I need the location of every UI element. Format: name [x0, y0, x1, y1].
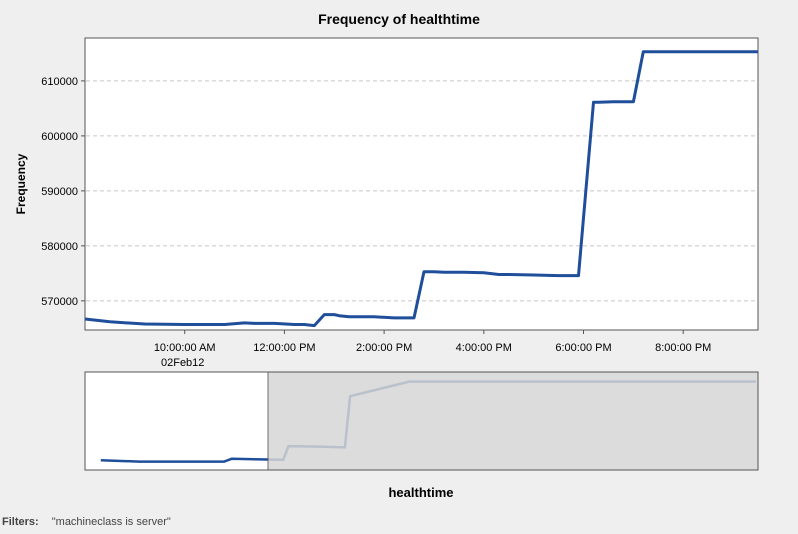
filters-value: "machineclass is server" — [51, 516, 171, 528]
y-tick-label: 570000 — [41, 296, 78, 308]
filters-bar: Filters: "machineclass is server" — [2, 516, 171, 528]
y-axis-ticks: 570000 580000 590000 600000 610000 — [41, 76, 85, 308]
x-tick-label: 4:00:00 PM — [456, 342, 512, 354]
series-layer — [84, 50, 758, 328]
overview-selection-window[interactable] — [267, 371, 759, 471]
filters-label: Filters: — [2, 516, 39, 528]
y-tick-label: 610000 — [41, 76, 78, 88]
x-tick-label: 6:00:00 PM — [555, 342, 611, 354]
x-tick-label: 10:00:00 AM — [154, 342, 216, 354]
y-tick-label: 580000 — [41, 241, 78, 253]
x-axis-ticks: 10:00:00 AM 12:00:00 PM 2:00:00 PM 4:00:00 … — [154, 330, 711, 369]
y-tick-label: 600000 — [41, 131, 78, 143]
x-tick-label: 8:00:00 PM — [655, 342, 711, 354]
y-tick-label: 590000 — [41, 186, 78, 198]
x-tick-label: 12:00:00 PM — [253, 342, 315, 354]
series-line — [84, 50, 758, 328]
x-tick-label: 2:00:00 PM — [356, 342, 412, 354]
x-date-label: 02Feb12 — [161, 357, 204, 369]
x-axis-label: healthtime — [388, 485, 454, 500]
chart-title: Frequency of healthtime — [318, 11, 480, 27]
